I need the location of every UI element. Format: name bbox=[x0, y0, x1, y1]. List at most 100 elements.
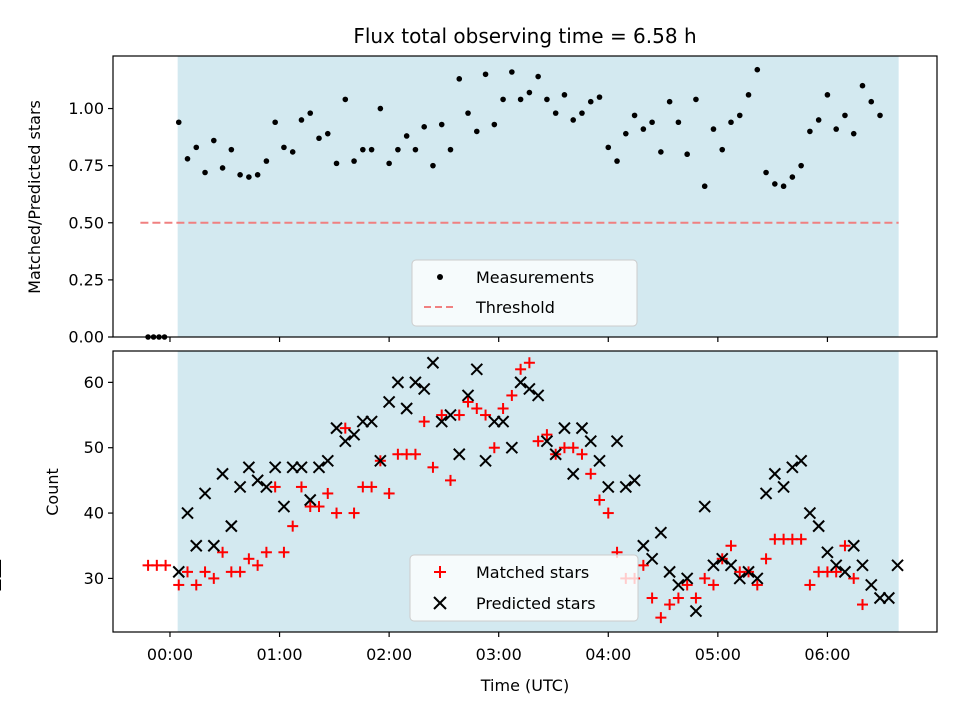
predicted-stars-point bbox=[391, 376, 405, 389]
measurements-point bbox=[517, 96, 524, 103]
predicted-stars-point bbox=[610, 434, 624, 448]
matched-stars-point bbox=[751, 579, 763, 591]
matched-stars-point bbox=[418, 416, 430, 428]
matched-stars-point bbox=[453, 409, 465, 421]
x-tick-label: 05:00 bbox=[695, 645, 741, 664]
matched-stars-point bbox=[243, 553, 255, 565]
predicted-stars-point bbox=[759, 487, 773, 500]
top-axes-frame bbox=[112, 55, 938, 338]
matched-stars-point bbox=[506, 389, 518, 401]
predicted-stars-point bbox=[575, 421, 589, 435]
x-tick-label: 00:00 bbox=[147, 645, 193, 664]
predicted-stars-point bbox=[216, 467, 229, 481]
predicted-stars-point bbox=[663, 565, 676, 579]
predicted-stars-point bbox=[637, 539, 650, 552]
legend-label-matched-stars: Matched stars bbox=[476, 563, 589, 582]
bottom-legend-box bbox=[409, 554, 639, 622]
measurements-point bbox=[403, 133, 410, 139]
legend-label-predicted-stars: Predicted stars bbox=[476, 594, 596, 613]
measurements-point bbox=[395, 146, 401, 153]
matched-stars-point bbox=[173, 579, 185, 591]
matched-stars-point bbox=[287, 520, 299, 532]
measurements-point bbox=[211, 137, 217, 144]
measurements-point bbox=[254, 171, 261, 178]
x-tick-label: 02:00 bbox=[366, 645, 412, 664]
matched-stars-point bbox=[523, 357, 535, 369]
measurements-point bbox=[842, 112, 848, 119]
measurements-point bbox=[719, 146, 726, 153]
measurements-point bbox=[491, 121, 498, 128]
matched-stars-point bbox=[190, 579, 202, 591]
predicted-stars-point bbox=[724, 559, 738, 572]
predicted-stars-point bbox=[207, 539, 221, 552]
predicted-stars-point bbox=[549, 448, 562, 461]
measurements-point bbox=[219, 165, 226, 171]
predicted-stars-point bbox=[505, 441, 519, 454]
matched-stars-point bbox=[664, 599, 676, 611]
measurements-point bbox=[579, 110, 585, 116]
legend-marker-measurements bbox=[437, 274, 443, 280]
predicted-stars-point bbox=[400, 402, 413, 415]
bottom-y-axis-label: Count bbox=[43, 468, 62, 516]
matched-stars-point bbox=[707, 579, 719, 591]
matched-stars-point bbox=[366, 481, 378, 493]
measurements-point bbox=[386, 160, 392, 167]
predicted-stars-point bbox=[689, 604, 703, 618]
predicted-stars-point bbox=[531, 389, 545, 402]
measurements-point bbox=[360, 146, 366, 153]
top-y-tick-label: 1.00 bbox=[68, 99, 104, 118]
predicted-stars-point bbox=[479, 454, 492, 467]
matched-stars-point bbox=[269, 481, 281, 493]
predicted-stars-point bbox=[251, 474, 264, 487]
predicted-stars-point bbox=[488, 415, 501, 428]
predicted-stars-point bbox=[838, 565, 852, 579]
measurements-point bbox=[438, 121, 445, 128]
predicted-stars-point bbox=[882, 591, 895, 605]
matched-stars-point bbox=[681, 579, 693, 591]
measurements-point bbox=[509, 69, 515, 75]
predicted-stars-point bbox=[172, 565, 185, 579]
matched-stars-series bbox=[142, 357, 868, 624]
measurements-point bbox=[807, 128, 813, 135]
matched-stars-point bbox=[690, 592, 702, 604]
legend-label-measurements: Measurements bbox=[476, 268, 594, 287]
matched-stars-point bbox=[655, 612, 667, 624]
bottom-axes-frame bbox=[112, 350, 938, 633]
predicted-stars-point bbox=[829, 559, 843, 572]
matched-stars-point bbox=[848, 572, 860, 584]
measurements-point bbox=[377, 105, 384, 112]
measurements-point bbox=[246, 174, 252, 180]
measurements-point bbox=[482, 71, 489, 78]
predicted-stars-point bbox=[847, 539, 860, 552]
matched-stars-point bbox=[497, 403, 509, 415]
predicted-stars-point bbox=[794, 454, 808, 467]
matched-stars-point bbox=[576, 448, 588, 460]
matched-stars-point bbox=[348, 507, 360, 519]
matched-stars-point bbox=[567, 442, 579, 454]
measurements-point bbox=[421, 124, 427, 130]
matched-stars-point bbox=[234, 566, 246, 578]
predicted-stars-point bbox=[523, 382, 536, 396]
matched-stars-point bbox=[646, 592, 658, 604]
measurements-point bbox=[587, 98, 594, 105]
measurements-point bbox=[614, 158, 620, 164]
measurements-series bbox=[145, 66, 883, 340]
measurements-point bbox=[570, 117, 577, 123]
measurements-point bbox=[535, 73, 541, 80]
measurements-point bbox=[763, 169, 769, 176]
predicted-stars-point bbox=[567, 467, 580, 481]
matched-stars-point bbox=[515, 363, 527, 375]
predicted-stars-point bbox=[645, 552, 659, 566]
matched-stars-point bbox=[602, 507, 614, 519]
matched-stars-point bbox=[488, 442, 500, 454]
predicted-stars-point bbox=[707, 559, 720, 572]
measurements-point bbox=[193, 144, 200, 151]
measurements-point bbox=[289, 149, 296, 155]
predicted-stars-point bbox=[260, 480, 273, 494]
measurements-point bbox=[833, 126, 839, 132]
measurements-point bbox=[859, 82, 866, 89]
predicted-stars-point bbox=[190, 539, 203, 552]
matched-stars-point bbox=[585, 468, 597, 480]
predicted-stars-point bbox=[742, 565, 755, 579]
predicted-stars-point bbox=[470, 363, 483, 376]
